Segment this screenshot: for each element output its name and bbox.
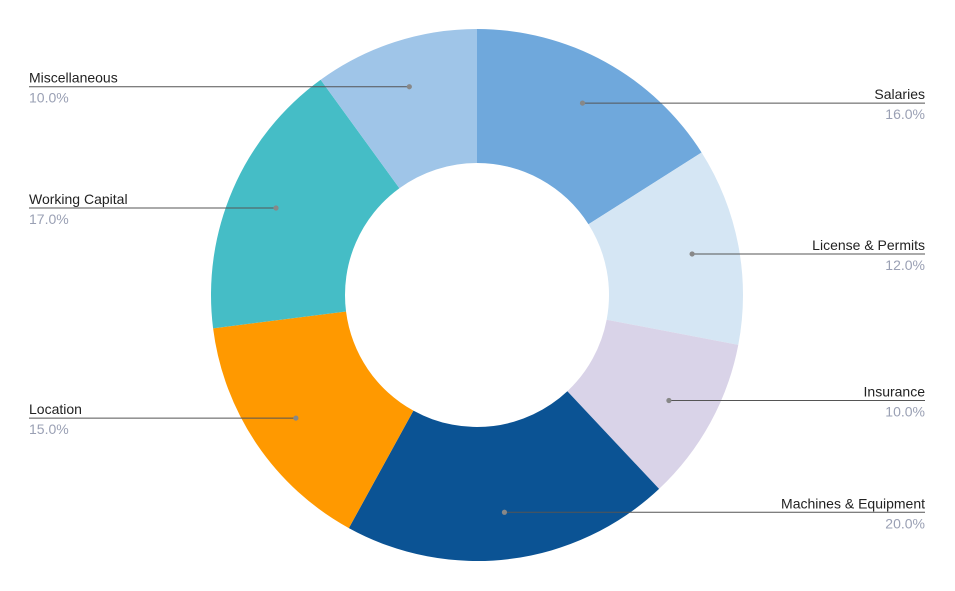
slice-salaries bbox=[477, 29, 702, 225]
label-miscellaneous: Miscellaneous bbox=[29, 70, 118, 86]
percent-machines-and-equipment: 20.0% bbox=[885, 515, 925, 531]
leader-dot-location bbox=[293, 415, 299, 421]
leader-dot-miscellaneous bbox=[406, 84, 412, 90]
chart-labels: Salaries 16.0% License & Permits 12.0% Insur… bbox=[29, 70, 925, 532]
chart-leader-lines bbox=[29, 84, 925, 515]
label-machines-and-equipment: Machines & Equipment bbox=[781, 495, 925, 511]
label-license-and-permits: License & Permits bbox=[812, 237, 925, 253]
percent-insurance: 10.0% bbox=[885, 404, 925, 420]
slice-miscellaneous bbox=[320, 29, 477, 189]
percent-license-and-permits: 12.0% bbox=[885, 257, 925, 273]
chart-slices bbox=[210, 29, 743, 561]
percent-salaries: 16.0% bbox=[885, 106, 925, 122]
percent-working-capital: 17.0% bbox=[29, 211, 69, 227]
slice-license-and-permits bbox=[588, 152, 743, 345]
leader-dot-machines-and-equipment bbox=[501, 509, 508, 515]
leader-dot-license-and-permits bbox=[689, 251, 695, 257]
leader-dot-salaries bbox=[579, 100, 586, 106]
slice-insurance bbox=[567, 319, 739, 489]
percent-miscellaneous: 10.0% bbox=[29, 90, 69, 106]
label-insurance: Insurance bbox=[864, 384, 926, 400]
slice-machines-and-equipment bbox=[348, 391, 660, 561]
label-working-capital: Working Capital bbox=[29, 191, 128, 207]
slice-location bbox=[213, 311, 414, 529]
label-salaries: Salaries bbox=[874, 86, 925, 102]
slice-working-capital bbox=[210, 79, 400, 329]
label-location: Location bbox=[29, 401, 82, 417]
percent-location: 15.0% bbox=[29, 421, 69, 437]
leader-dot-insurance bbox=[666, 397, 672, 404]
leader-dot-working-capital bbox=[273, 205, 279, 211]
